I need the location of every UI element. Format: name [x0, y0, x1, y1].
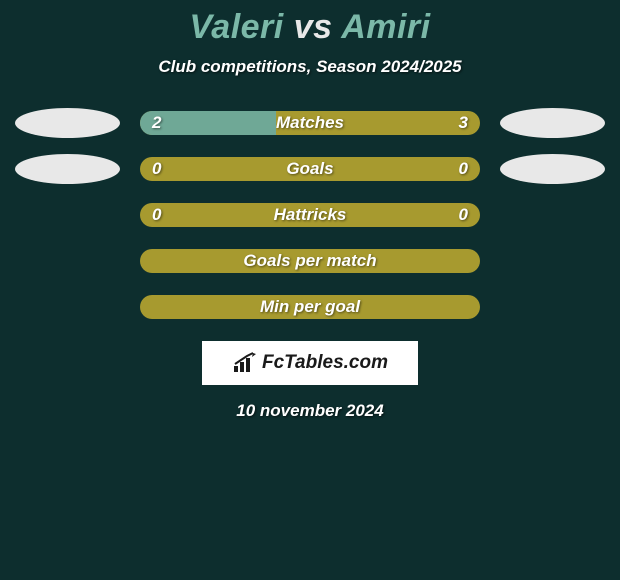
stat-label: Hattricks	[140, 203, 480, 227]
stat-label: Min per goal	[140, 295, 480, 319]
stat-bar: 00Goals	[140, 157, 480, 181]
stat-row: Goals per match	[0, 249, 620, 273]
player1-name: Valeri	[189, 8, 283, 46]
stat-bar: Min per goal	[140, 295, 480, 319]
player2-badge	[500, 108, 605, 138]
logo-inner: FcTables.com	[232, 352, 388, 374]
date-text: 10 november 2024	[0, 401, 620, 421]
logo-chart-icon	[232, 352, 258, 374]
player1-badge	[15, 108, 120, 138]
stat-rows: 23Matches 00Goals 00Hattricks Goals per mat…	[0, 111, 620, 319]
comparison-title: Valeri vs Amiri	[0, 8, 620, 47]
stat-label: Matches	[140, 111, 480, 135]
stat-bar: 00Hattricks	[140, 203, 480, 227]
vs-text: vs	[294, 8, 333, 46]
subtitle: Club competitions, Season 2024/2025	[0, 57, 620, 77]
stat-label: Goals	[140, 157, 480, 181]
stat-row: 00Goals	[0, 157, 620, 181]
player1-badge	[15, 154, 120, 184]
infographic-container: Valeri vs Amiri Club competitions, Seaso…	[0, 0, 620, 421]
logo-text: FcTables.com	[262, 352, 388, 374]
stat-row: Min per goal	[0, 295, 620, 319]
stat-row: 00Hattricks	[0, 203, 620, 227]
stat-row: 23Matches	[0, 111, 620, 135]
player2-badge	[500, 154, 605, 184]
stat-bar: Goals per match	[140, 249, 480, 273]
player2-name: Amiri	[341, 8, 430, 46]
stat-label: Goals per match	[140, 249, 480, 273]
logo-box: FcTables.com	[202, 341, 418, 385]
stat-bar: 23Matches	[140, 111, 480, 135]
